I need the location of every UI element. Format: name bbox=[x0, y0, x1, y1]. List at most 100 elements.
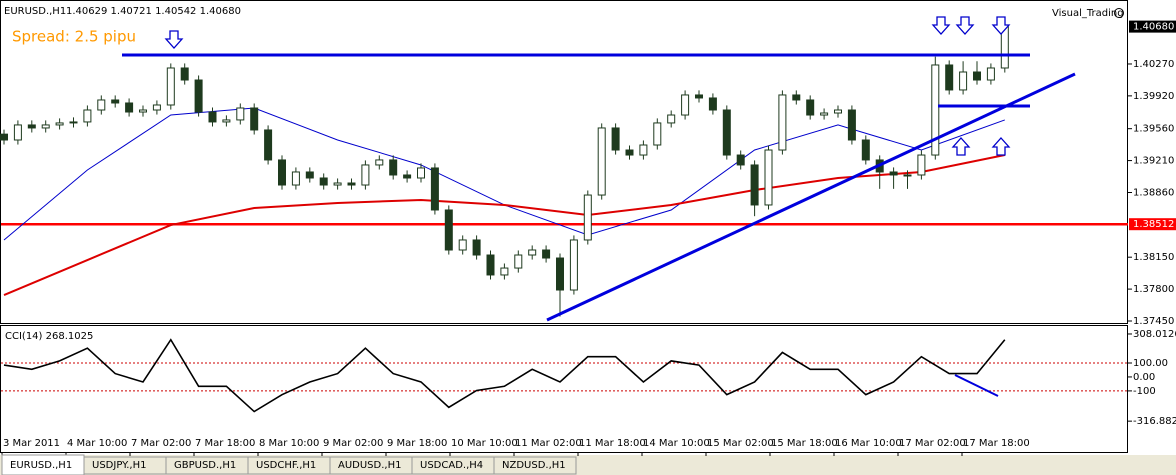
tab-label[interactable]: EURUSD.,H1 bbox=[10, 460, 72, 471]
candle-body bbox=[986, 67, 995, 81]
moving-average bbox=[3, 154, 1005, 296]
tab-label[interactable]: USDJPY.,H1 bbox=[92, 460, 146, 471]
candle-body bbox=[13, 124, 22, 141]
current-price-bg bbox=[1129, 20, 1176, 33]
down-arrow bbox=[955, 16, 975, 35]
candle-body bbox=[389, 159, 398, 176]
cci-tick-label: 308.0126 bbox=[1133, 329, 1176, 340]
down-arrow bbox=[164, 30, 184, 49]
x-tick-label: 7 Mar 18:00 bbox=[195, 438, 255, 449]
x-tick-label: 17 Mar 02:00 bbox=[899, 438, 966, 449]
cci-line bbox=[3, 338, 1006, 413]
down-arrow bbox=[931, 16, 951, 35]
down-arrow bbox=[991, 16, 1011, 35]
tab[interactable] bbox=[493, 456, 577, 475]
x-tick-label: 11 Mar 18:00 bbox=[579, 438, 646, 449]
candle-body bbox=[681, 94, 690, 116]
candle-body bbox=[903, 174, 912, 177]
candle-body bbox=[861, 139, 870, 161]
tab-label[interactable]: NZDUSD.,H1 bbox=[502, 460, 566, 471]
candle-body bbox=[347, 182, 356, 186]
x-tick-label: 17 Mar 18:00 bbox=[963, 438, 1030, 449]
x-tick-label: 14 Mar 10:00 bbox=[643, 438, 710, 449]
x-tick-label: 4 Mar 10:00 bbox=[67, 438, 127, 449]
candle-body bbox=[806, 99, 815, 116]
x-tick-label: 8 Mar 10:00 bbox=[259, 438, 319, 449]
plot: 1.40270 1.39920 1.39560 1.39210 1.38860 1.381… bbox=[0, 20, 1176, 475]
candle-body bbox=[959, 71, 968, 91]
y-tick-label: 1.38860 bbox=[1133, 187, 1174, 198]
candle-body bbox=[834, 109, 842, 114]
tab-label[interactable]: USDCAD.,H4 bbox=[420, 460, 483, 471]
cci-frame bbox=[0, 325, 1128, 453]
candle-body bbox=[611, 127, 620, 151]
main-frame bbox=[0, 0, 1128, 324]
candle-body bbox=[152, 104, 161, 111]
candle-body bbox=[695, 94, 703, 99]
candle-body bbox=[208, 111, 217, 123]
cci-tick-label: -100 bbox=[1133, 386, 1156, 397]
y-tick-label: 1.40270 bbox=[1133, 59, 1174, 70]
tab-label[interactable]: AUDUSD.,H1 bbox=[338, 460, 401, 471]
candle-body bbox=[569, 239, 578, 291]
candle-body bbox=[444, 209, 453, 251]
candle-body bbox=[250, 107, 259, 131]
spread: Spread: 2.5 pipu bbox=[12, 28, 136, 46]
candle-body bbox=[83, 109, 92, 123]
arrows bbox=[164, 16, 1011, 156]
candle-body bbox=[973, 71, 981, 81]
candle-body bbox=[222, 119, 231, 123]
candle-body bbox=[708, 97, 717, 111]
candle-body bbox=[403, 174, 412, 179]
candle-body bbox=[556, 257, 564, 291]
x-tick-label: 11 Mar 02:00 bbox=[515, 438, 582, 449]
candle-body bbox=[0, 133, 8, 141]
candle-body bbox=[194, 79, 203, 113]
x-tick-label: 15 Mar 18:00 bbox=[771, 438, 838, 449]
candle-body bbox=[27, 124, 36, 129]
candle-body bbox=[722, 109, 731, 156]
candle-body bbox=[653, 122, 662, 146]
candle-body bbox=[41, 124, 50, 129]
candle-body bbox=[625, 149, 634, 156]
candle-body bbox=[528, 249, 537, 256]
candle-body bbox=[305, 171, 314, 179]
candle-body bbox=[597, 127, 606, 196]
indicator-name: Visual_Trading bbox=[1052, 8, 1124, 19]
candle-body bbox=[458, 239, 467, 251]
cci-title: CCI(14) 268.1025 bbox=[5, 331, 93, 342]
candle-body bbox=[736, 154, 745, 166]
cci-tick-label: 100.00 bbox=[1133, 358, 1168, 369]
candle-body bbox=[278, 159, 286, 186]
candle-body bbox=[792, 94, 801, 101]
candle-body bbox=[667, 114, 676, 124]
candle-body bbox=[97, 99, 106, 111]
candle-body bbox=[639, 144, 648, 156]
candle-body bbox=[500, 267, 509, 276]
candle-body bbox=[472, 239, 481, 256]
candle-body bbox=[430, 167, 439, 211]
symbol: EURUSD.,H1 bbox=[4, 6, 66, 17]
candle-body bbox=[180, 67, 189, 81]
candle-body bbox=[514, 254, 523, 269]
candle-body bbox=[820, 112, 829, 116]
x-tick-label: 9 Mar 02:00 bbox=[323, 438, 383, 449]
x-tick-label: 9 Mar 18:00 bbox=[387, 438, 447, 449]
indicator-icon bbox=[1114, 8, 1124, 18]
candle-body bbox=[125, 102, 134, 113]
candle-body bbox=[778, 94, 787, 151]
drawings bbox=[122, 53, 1076, 397]
candle-body bbox=[375, 159, 384, 166]
tab-label[interactable]: USDCHF.,H1 bbox=[256, 460, 316, 471]
candle-body bbox=[847, 109, 856, 141]
candle-body bbox=[166, 67, 175, 106]
y-tick-label: 1.39210 bbox=[1133, 156, 1174, 167]
level-label: 1.38512 bbox=[1133, 219, 1174, 230]
tab-label[interactable]: GBPUSD.,H1 bbox=[174, 460, 236, 471]
level-label-bg bbox=[1129, 218, 1176, 231]
x-tick-label: 10 Mar 10:00 bbox=[451, 438, 518, 449]
x-tick-label: 3 Mar 2011 bbox=[3, 438, 60, 449]
y-tick-label: 1.37800 bbox=[1133, 284, 1174, 295]
